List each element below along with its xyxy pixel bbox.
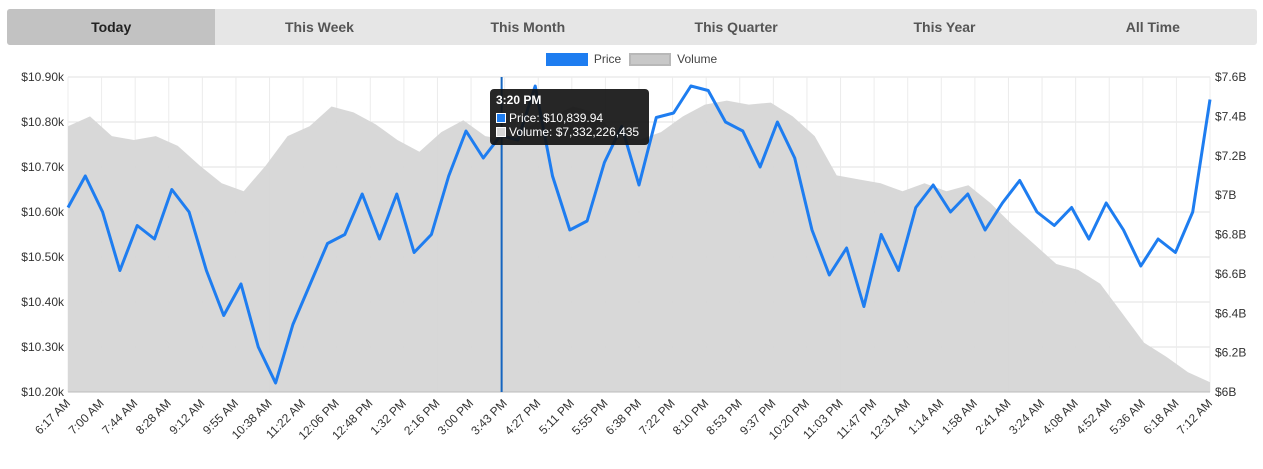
x-tick-label: 7:00 AM [66,396,107,437]
legend-price-label: Price [593,52,622,66]
y-left-tick-label: $10.60k [21,205,65,219]
y-right-tick-label: $7.2B [1215,149,1246,163]
x-tick-label: 4:52 AM [1073,396,1114,437]
y-left-tick-label: $10.80k [21,115,65,129]
tooltip-price-swatch [496,113,506,123]
x-tick-label: 2:16 PM [401,396,443,438]
x-tick-label: 8:10 PM [670,396,712,438]
x-tick-label: 8:28 AM [133,396,174,437]
y-left-tick-label: $10.20k [21,385,65,399]
x-tick-label: 9:12 AM [166,396,207,437]
y-right-tick-label: $7B [1215,188,1236,202]
price-line [66,84,1212,385]
x-tick-label: 6:18 AM [1140,396,1181,437]
x-tick-label: 3:24 AM [1006,396,1047,437]
tooltip-time: 3:20 PM [496,93,542,107]
y-left-tick-label: $10.30k [21,340,65,354]
tab-all-time[interactable]: All Time [1125,19,1180,35]
x-tick-label: 7:22 PM [636,396,678,438]
tab-this-quarter[interactable]: This Quarter [694,19,778,35]
y-left-tick-label: $10.90k [21,70,65,84]
tooltip-volume-swatch [496,127,506,137]
legend-price[interactable]: Price [545,52,622,66]
x-tick-label: 5:55 PM [569,396,611,438]
chart-tooltip: 3:20 PM Price: $10,839.94 Volume: $7,332… [490,89,649,145]
tooltip-volume-row: Volume: $7,332,226,435 [496,125,643,139]
tooltip-price-row: Price: $10,839.94 [496,111,643,125]
x-tick-label: 3:43 PM [468,396,510,438]
y-right-tick-label: $7.4B [1215,109,1246,123]
y-right-tick-label: $6.2B [1215,346,1246,360]
y-right-tick-label: $6B [1215,385,1236,399]
legend-volume-label: Volume [677,52,718,66]
x-tick-label: 7:44 AM [99,396,140,437]
tooltip-volume: Volume: $7,332,226,435 [509,125,640,139]
x-tick-label: 5:36 AM [1107,396,1148,437]
legend-price-swatch [545,52,588,66]
x-tick-label: 1:32 PM [367,396,409,438]
x-tick-label: 1:58 AM [939,396,980,437]
y-right-tick-label: $6.8B [1215,228,1246,242]
tab-this-week[interactable]: This Week [284,19,354,35]
tab-this-year[interactable]: This Year [913,19,976,35]
y-left-tick-label: $10.40k [21,295,65,309]
x-tick-label: 4:08 AM [1040,396,1081,437]
legend-volume-swatch [629,52,672,66]
y-right-tick-label: $7.6B [1215,70,1246,84]
legend-volume[interactable]: Volume [629,52,717,66]
x-tick-label: 6:38 PM [603,396,645,438]
tooltip-price: Price: $10,839.94 [509,111,604,125]
volume-area [68,100,1210,392]
x-tick-label: 3:00 PM [435,396,477,438]
x-tick-label: 1:14 AM [905,396,946,437]
time-range-tabs: Today This Week This Month This Quarter … [7,9,1257,45]
y-left-tick-label: $10.70k [21,160,65,174]
y-right-tick-label: $6.4B [1215,306,1246,320]
y-left-tick-label: $10.50k [21,250,65,264]
chart-legend: Price Volume [0,52,1263,66]
x-tick-label: 6:17 AM [32,396,73,437]
x-tick-label: 2:41 AM [973,396,1014,437]
x-tick-label: 4:27 PM [502,396,544,438]
x-tick-label: 7:12 AM [1174,396,1215,437]
y-right-tick-label: $6.6B [1215,267,1246,281]
x-tick-label: 8:53 PM [703,396,745,438]
tab-this-month[interactable]: This Month [490,19,566,35]
tab-today[interactable]: Today [7,9,216,45]
